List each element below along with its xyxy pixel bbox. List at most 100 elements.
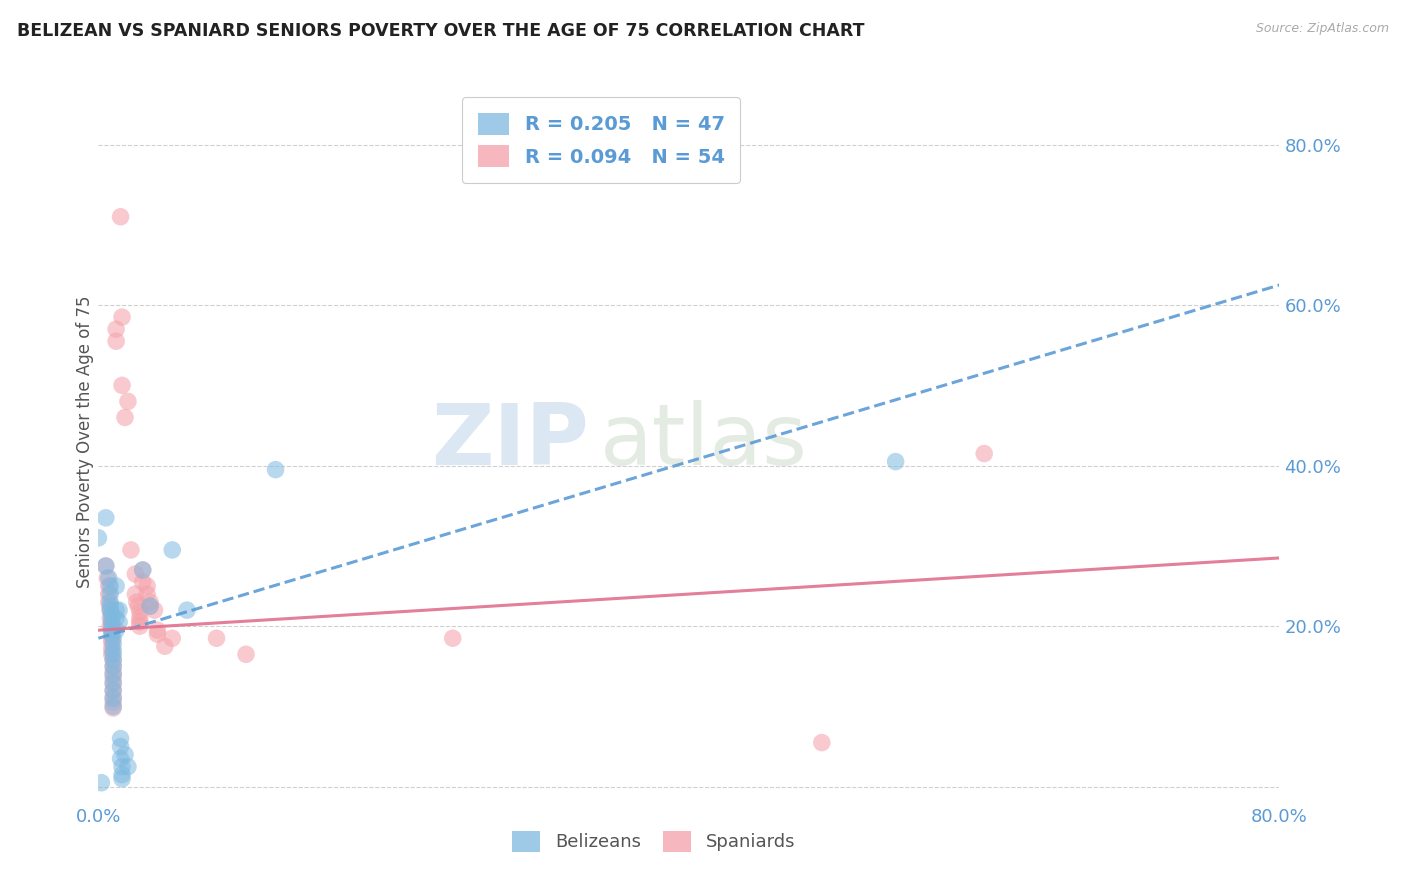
Text: ZIP: ZIP <box>430 400 589 483</box>
Point <box>105 611 128 625</box>
Point <box>103 653 125 667</box>
Point <box>103 643 125 657</box>
Point <box>143 603 166 617</box>
Point <box>100 641 122 656</box>
Point <box>139 599 162 614</box>
Point <box>103 637 125 651</box>
Point <box>97 579 120 593</box>
Point <box>205 632 228 646</box>
Point <box>132 574 155 589</box>
Point <box>103 701 125 715</box>
Point <box>103 691 125 706</box>
Y-axis label: Seniors Poverty Over the Age of 75: Seniors Poverty Over the Age of 75 <box>76 295 94 588</box>
Point <box>97 587 120 601</box>
Point <box>98 579 121 593</box>
Point <box>108 603 131 617</box>
Point <box>98 595 121 609</box>
Point <box>103 659 125 673</box>
Point <box>103 683 125 698</box>
Point <box>98 603 121 617</box>
Point <box>110 210 132 224</box>
Point <box>98 587 121 601</box>
Point <box>98 603 121 617</box>
Point <box>139 595 162 609</box>
Point <box>117 394 139 409</box>
Point <box>100 623 122 637</box>
Point <box>884 454 907 469</box>
Point <box>94 558 117 573</box>
Point <box>103 671 125 685</box>
Text: Source: ZipAtlas.com: Source: ZipAtlas.com <box>1256 22 1389 36</box>
Point <box>110 751 132 765</box>
Point <box>105 579 128 593</box>
Point <box>103 696 125 710</box>
Point <box>136 579 159 593</box>
Point <box>103 659 125 673</box>
Point <box>100 627 122 641</box>
Point <box>132 563 155 577</box>
Point <box>98 611 121 625</box>
Point <box>127 599 149 614</box>
Point <box>111 767 134 781</box>
Point <box>103 667 125 681</box>
Point <box>111 772 134 786</box>
Point <box>100 615 122 630</box>
Point <box>108 615 131 630</box>
Point <box>162 632 183 646</box>
Point <box>100 648 122 662</box>
Point <box>136 587 159 601</box>
Point <box>114 410 136 425</box>
Point <box>117 760 139 774</box>
Point <box>132 563 155 577</box>
Point <box>973 446 995 460</box>
Point <box>98 619 121 633</box>
Point <box>100 635 122 649</box>
Text: BELIZEAN VS SPANIARD SENIORS POVERTY OVER THE AGE OF 75 CORRELATION CHART: BELIZEAN VS SPANIARD SENIORS POVERTY OVE… <box>17 22 865 40</box>
Point <box>111 378 134 392</box>
Point <box>105 603 128 617</box>
Point <box>103 699 125 714</box>
Point <box>100 632 122 646</box>
Point <box>105 322 128 336</box>
Point <box>146 623 169 637</box>
Point <box>162 542 183 557</box>
Point <box>128 605 150 619</box>
Point <box>103 632 125 646</box>
Point <box>90 776 112 790</box>
Point <box>97 571 120 585</box>
Point <box>96 571 118 585</box>
Point <box>441 632 464 646</box>
Point <box>87 531 110 545</box>
Point <box>94 558 117 573</box>
Point <box>100 623 122 637</box>
Point <box>153 639 176 653</box>
Point <box>235 648 257 662</box>
Point <box>114 747 136 762</box>
Legend: Belizeans, Spaniards: Belizeans, Spaniards <box>505 823 803 859</box>
Point <box>146 627 169 641</box>
Point <box>103 665 125 679</box>
Point <box>103 677 125 691</box>
Point <box>128 615 150 630</box>
Point <box>139 599 162 614</box>
Text: atlas: atlas <box>600 400 808 483</box>
Point <box>98 599 121 614</box>
Point <box>124 567 146 582</box>
Point <box>124 587 146 601</box>
Point <box>100 607 122 621</box>
Point <box>111 310 134 325</box>
Point <box>100 619 122 633</box>
Point <box>103 675 125 690</box>
Point <box>111 760 134 774</box>
Point <box>105 334 128 348</box>
Point <box>100 611 122 625</box>
Point <box>264 462 287 476</box>
Point <box>103 690 125 704</box>
Point <box>103 653 125 667</box>
Point <box>94 510 117 524</box>
Point <box>105 623 128 637</box>
Point <box>176 603 198 617</box>
Point <box>810 735 832 749</box>
Point <box>103 683 125 698</box>
Point <box>110 739 132 754</box>
